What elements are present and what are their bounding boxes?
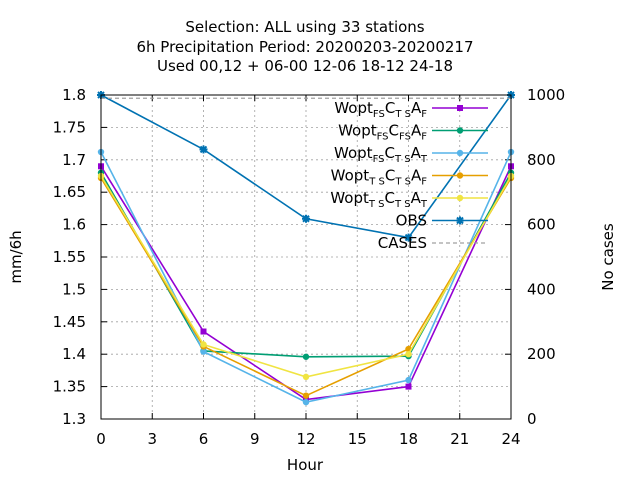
- y-tick-label: 1.65: [53, 183, 86, 201]
- data-point: [302, 373, 310, 381]
- plot-frame: [100, 94, 512, 420]
- y-tick-label: 1.75: [53, 118, 86, 136]
- data-point: [405, 383, 412, 390]
- legend-entry: WoptFSCT SAF: [334, 99, 488, 120]
- legend-marker: [456, 194, 464, 202]
- x-tick-label: 9: [250, 430, 260, 448]
- legend-entry: WoptT SCT SAF: [331, 167, 488, 188]
- legend-label: WoptT SCT SAT: [330, 189, 428, 210]
- y-axis-label: mm/6h: [7, 230, 25, 283]
- title-line-1: Selection: ALL using 33 stations: [185, 18, 424, 36]
- data-point: [302, 214, 310, 223]
- y-tick-label: 1.55: [53, 248, 86, 266]
- y2-tick-label: 800: [527, 151, 556, 169]
- y2-tick-label: 400: [527, 280, 556, 298]
- legend-entry: WoptFSCFSAF: [338, 122, 488, 143]
- legend-label: CASES: [378, 234, 427, 252]
- y-tick-label: 1.35: [53, 378, 86, 396]
- x-tick-label: 24: [501, 430, 520, 448]
- series-lines: [97, 91, 515, 406]
- x-tick-label: 0: [96, 430, 106, 448]
- y2-tick-label: 200: [527, 345, 556, 363]
- y2-tick-label: 600: [527, 216, 556, 234]
- data-point: [405, 351, 412, 358]
- chart-title: Selection: ALL using 33 stations 6h Prec…: [136, 18, 473, 75]
- data-point: [405, 376, 412, 384]
- legend-marker: [456, 172, 464, 179]
- legend-entry: OBS: [396, 212, 488, 230]
- data-point: [302, 353, 310, 360]
- series-4: [97, 172, 515, 381]
- y-tick-label: 1.8: [62, 86, 86, 104]
- data-point: [200, 348, 207, 355]
- x-tick-label: 6: [199, 430, 209, 448]
- data-point: [404, 233, 413, 242]
- legend-label: WoptT SCT SAF: [331, 167, 428, 188]
- data-point: [200, 328, 207, 335]
- y2-tick-label: 0: [527, 410, 537, 428]
- legend-marker: [456, 127, 464, 134]
- y2-axis-label: No cases: [599, 223, 617, 291]
- x-tick-label: 3: [147, 430, 157, 448]
- y-tick-label: 1.5: [62, 280, 86, 298]
- legend-label: OBS: [396, 212, 427, 230]
- data-point: [302, 392, 310, 399]
- legend-label: WoptFSCT SAF: [334, 99, 427, 120]
- data-point: [302, 398, 310, 406]
- y-tick-label: 1.4: [62, 345, 86, 363]
- y-tick-label: 1.7: [62, 151, 86, 169]
- x-axis-label: Hour: [287, 456, 324, 474]
- title-line-2: 6h Precipitation Period: 20200203-202002…: [136, 38, 473, 56]
- legend-marker: [457, 105, 463, 111]
- x-tick-label: 21: [450, 430, 469, 448]
- legend-entry: CASES: [378, 234, 488, 252]
- y2-tick-label: 1000: [527, 86, 565, 104]
- x-tick-label: 18: [399, 430, 418, 448]
- data-point: [200, 341, 207, 348]
- data-point: [199, 145, 208, 154]
- legend-entry: WoptT SCT SAT: [330, 189, 488, 210]
- y-tick-label: 1.45: [53, 313, 86, 331]
- y-tick-label: 1.3: [62, 410, 86, 428]
- grid: [101, 95, 511, 419]
- x-tick-label: 12: [296, 430, 315, 448]
- legend-label: WoptFSCT SAT: [334, 144, 428, 165]
- legend-label: WoptFSCFSAF: [338, 122, 427, 143]
- legend-marker: [456, 216, 464, 225]
- title-line-3: Used 00,12 + 06-00 12-06 18-12 24-18: [157, 57, 453, 75]
- y-tick-label: 1.6: [62, 216, 86, 234]
- axis-ticks: 0 3 6 9 12 15 18 21 24 1.3 1.35 1.4 1.45 1.5 1.55 1.6 1.…: [53, 86, 566, 448]
- legend-entry: WoptFSCT SAT: [334, 144, 488, 165]
- x-tick-label: 15: [348, 430, 367, 448]
- legend-marker: [456, 149, 464, 157]
